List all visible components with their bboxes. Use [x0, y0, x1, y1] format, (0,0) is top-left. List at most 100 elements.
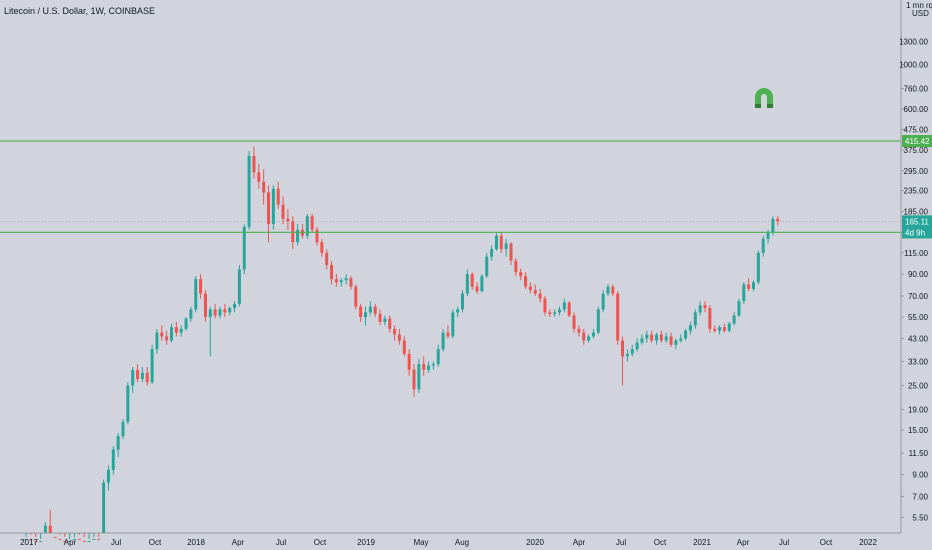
candle-body: [136, 369, 140, 379]
candle-body: [625, 353, 629, 357]
candle-body: [68, 540, 72, 542]
price-axis-tick-label: 15.00: [908, 426, 929, 435]
price-axis-tick-label: 5.50: [912, 513, 928, 522]
candle-body: [349, 278, 353, 287]
time-axis-tick-label: 2017: [20, 538, 38, 547]
price-axis-tick-label: 19.00: [908, 406, 929, 415]
time-axis-tick-label: Jul: [276, 538, 286, 547]
candle-body: [364, 312, 367, 318]
candle-body: [713, 328, 717, 331]
candle-body: [97, 538, 101, 540]
candle-body: [43, 525, 47, 533]
candle-body: [24, 538, 28, 540]
candle-body: [776, 218, 780, 222]
price-axis-tick-label: 760.00: [904, 84, 929, 93]
candle-body: [126, 385, 130, 422]
candle-body: [475, 286, 479, 292]
candle-body: [281, 204, 285, 219]
candle-body: [747, 284, 751, 289]
candle-body: [461, 293, 464, 310]
candle-body: [737, 301, 741, 316]
price-axis-tick-label: 115.00: [904, 249, 928, 258]
candle-body: [402, 340, 406, 354]
magnet-icon[interactable]: [755, 88, 773, 108]
price-axis-tick-label: 475.00: [904, 125, 929, 134]
candle-body: [82, 540, 86, 542]
candle-body: [524, 276, 528, 287]
candle-body: [315, 229, 319, 243]
candle-body: [655, 334, 658, 341]
candle-body: [490, 249, 494, 257]
candle-body: [669, 336, 673, 345]
candles-layer: [24, 146, 780, 542]
candle-body: [756, 252, 760, 283]
candle-body: [373, 306, 377, 314]
price-badge: [902, 226, 932, 239]
candle-body: [630, 349, 634, 354]
candle-body: [480, 276, 484, 292]
candle-body: [722, 327, 726, 331]
candle-body: [572, 315, 576, 329]
candle-body: [320, 242, 324, 253]
time-axis-tick-label: Oct: [314, 538, 327, 547]
price-axis-tick-label: 185.00: [904, 207, 929, 216]
candle-body: [106, 469, 110, 483]
candle-body: [378, 313, 382, 322]
candle-body: [674, 340, 678, 345]
candle-body: [87, 540, 91, 542]
time-axis-tick-label: 2021: [693, 538, 711, 547]
candle-body: [679, 338, 683, 341]
candle-body: [344, 278, 348, 281]
price-badge-label: 165.11: [905, 217, 929, 226]
time-axis-tick-label: 2018: [187, 538, 205, 547]
time-axis-tick-label: Jul: [111, 538, 121, 547]
candle-body: [257, 172, 261, 182]
candle-body: [470, 274, 474, 287]
candle-body: [354, 286, 358, 307]
candle-body: [325, 252, 329, 265]
candle-body: [509, 243, 513, 261]
candle-body: [170, 327, 173, 341]
candle-body: [446, 332, 450, 337]
price-axis-tick-label: 1000.00: [899, 61, 928, 70]
candle-body: [567, 302, 571, 316]
candle-body: [640, 338, 644, 343]
price-axis[interactable]: 1300.00 1000.00 760.00 600.00 475.00 375.00 29…: [899, 38, 928, 523]
candle-body: [582, 332, 586, 341]
candle-body: [247, 155, 251, 227]
candle-body: [121, 421, 125, 437]
candle-body: [58, 538, 62, 540]
candle-body: [305, 216, 309, 236]
candle-body: [339, 280, 343, 283]
candle-body: [213, 309, 217, 316]
candle-body: [252, 155, 256, 173]
candle-body: [558, 309, 561, 313]
candle-body: [708, 308, 712, 329]
candle-body: [34, 540, 38, 542]
candle-body: [519, 272, 523, 277]
candle-body: [645, 334, 649, 339]
candle-body: [587, 336, 591, 341]
candle-body: [111, 449, 115, 470]
time-axis-tick-label: 2020: [526, 538, 544, 547]
candle-body: [228, 308, 232, 313]
price-axis-tick-label: 9.00: [912, 471, 928, 480]
time-axis[interactable]: 2017 Apr Jul Oct 2018 Apr Jul Oct 2019 May Aug 2020…: [20, 538, 877, 547]
candle-body: [752, 282, 755, 289]
candle-body: [611, 286, 615, 294]
candle-body: [601, 293, 605, 310]
time-axis-tick-label: Oct: [654, 538, 667, 547]
candle-body: [451, 312, 455, 337]
candle-body: [145, 372, 149, 383]
candle-body: [693, 312, 697, 326]
candle-body: [664, 336, 668, 341]
candle-body: [441, 332, 445, 350]
candle-body: [48, 525, 52, 533]
candle-body: [456, 309, 460, 313]
candle-body: [334, 279, 338, 283]
candle-body: [727, 323, 731, 331]
candle-body: [208, 309, 212, 318]
time-axis-tick-label: 2019: [357, 538, 375, 547]
